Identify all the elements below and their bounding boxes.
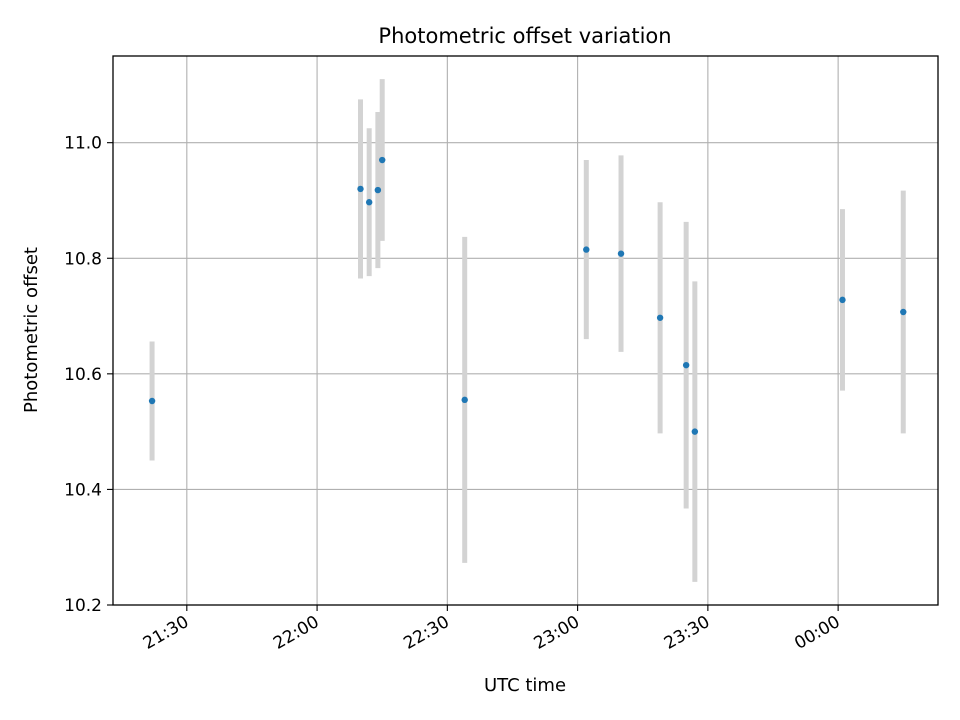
data-point [357, 185, 364, 193]
chart-title: Photometric offset variation [378, 24, 671, 48]
y-tick-label: 11.0 [64, 134, 102, 154]
data-point [617, 250, 625, 257]
data-point [379, 156, 386, 164]
y-tick-label: 10.8 [64, 249, 102, 269]
x-axis-label: UTC time [484, 675, 566, 696]
y-tick-label: 10.2 [64, 596, 102, 616]
data-point [839, 296, 846, 304]
data-point [365, 199, 373, 206]
data-point [583, 246, 590, 253]
data-points [148, 156, 907, 435]
y-axis-ticks: 10.2 10.4 10.6 10.8 11.0 [64, 134, 113, 616]
y-tick-label: 10.4 [64, 480, 102, 500]
data-point [656, 314, 664, 321]
data-point [148, 397, 156, 405]
data-point [461, 396, 468, 404]
data-point [682, 361, 690, 369]
y-axis-label: Photometric offset [21, 247, 42, 413]
data-point [900, 308, 907, 316]
axes-frame [112, 55, 939, 606]
data-point [691, 428, 699, 435]
data-point [374, 186, 382, 194]
y-tick-label: 10.6 [64, 365, 102, 385]
